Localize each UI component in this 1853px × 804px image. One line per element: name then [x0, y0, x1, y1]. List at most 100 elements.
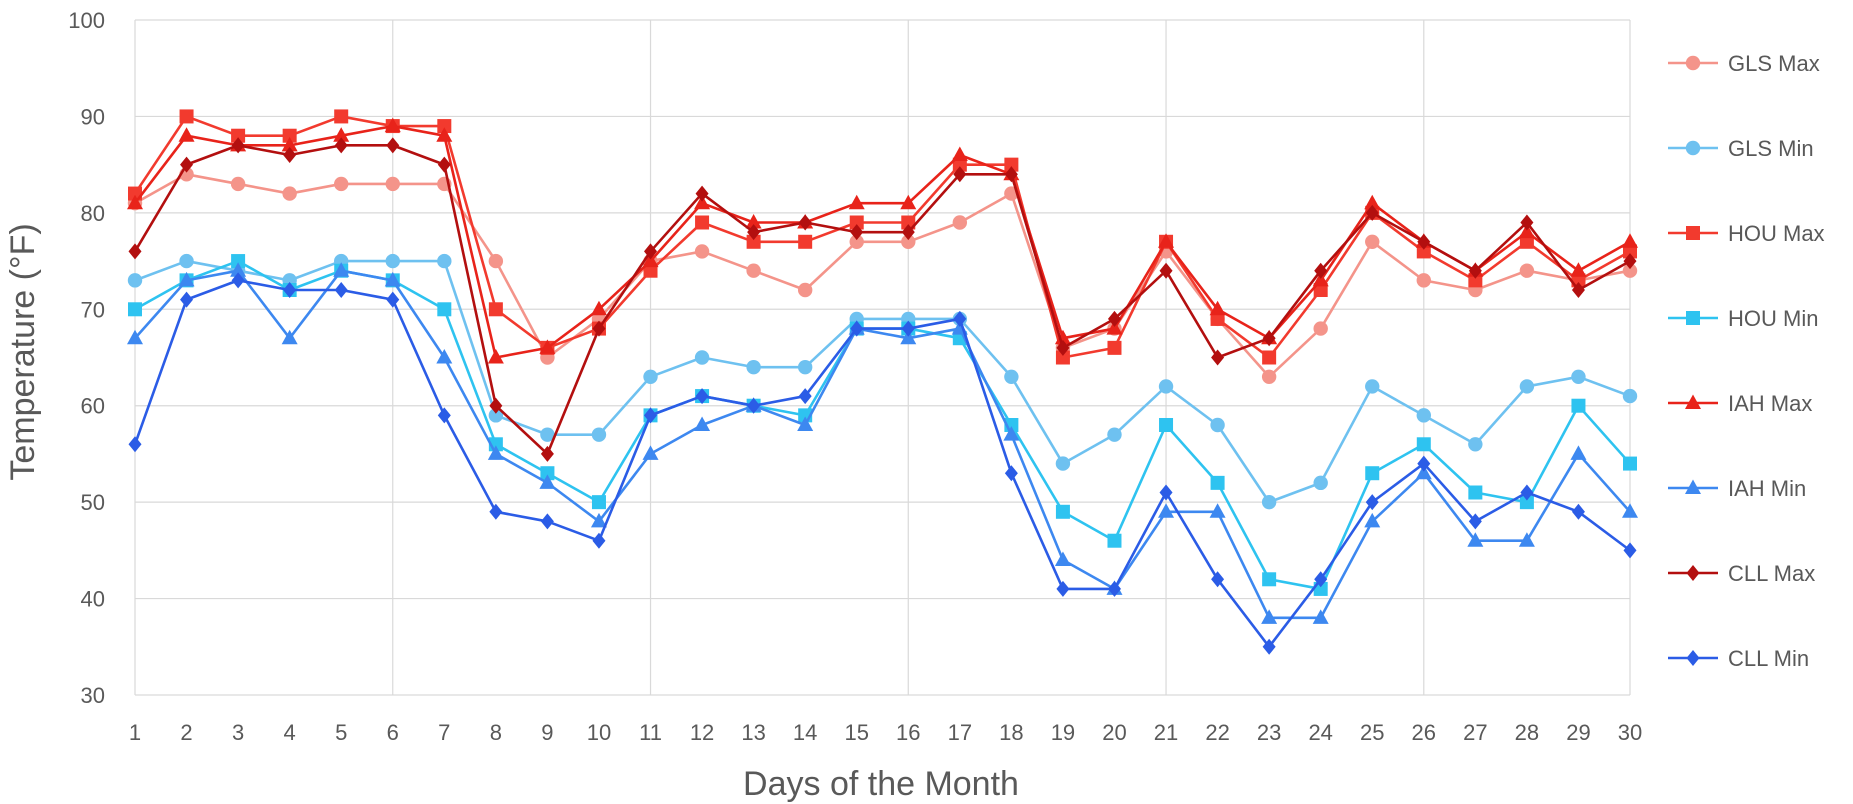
x-tick-label: 20 [1102, 720, 1126, 745]
data-point-marker [745, 214, 762, 229]
data-point-marker [1056, 580, 1070, 597]
data-point-marker [1365, 204, 1379, 221]
legend-label: CLL Max [1728, 561, 1815, 586]
data-point-marker [231, 272, 245, 289]
data-point-marker [1686, 565, 1700, 581]
data-point-marker [1623, 456, 1637, 471]
data-point-marker [848, 194, 865, 210]
data-point-marker [1262, 350, 1277, 365]
data-point-marker [436, 127, 453, 142]
legend-item: IAH Max [1668, 391, 1812, 416]
data-point-marker [1468, 513, 1482, 530]
data-point-marker [1004, 465, 1018, 482]
series-group [127, 109, 1638, 655]
series-hou-max [128, 109, 1637, 365]
x-tick-label: 26 [1412, 720, 1436, 745]
data-point-marker [642, 445, 659, 460]
data-point-marker [386, 137, 400, 154]
data-point-marker [746, 234, 761, 249]
x-tick-label: 8 [490, 720, 502, 745]
x-tick-label: 24 [1308, 720, 1332, 745]
data-point-marker [694, 194, 711, 210]
data-point-marker [1571, 282, 1585, 298]
series-iah-min [127, 262, 1638, 624]
data-point-marker [487, 349, 504, 364]
data-point-marker [1468, 437, 1483, 452]
data-point-marker [1056, 339, 1070, 356]
legend-item: HOU Min [1668, 306, 1818, 331]
data-point-marker [333, 262, 350, 277]
data-point-marker [437, 407, 451, 424]
data-point-marker [1520, 484, 1534, 501]
x-tick-label: 1 [129, 720, 141, 745]
data-point-marker [283, 282, 297, 298]
data-point-marker [1416, 244, 1431, 259]
data-point-marker [1107, 533, 1122, 548]
data-point-marker [489, 397, 503, 414]
data-point-marker [1416, 273, 1431, 288]
data-point-marker [384, 117, 401, 133]
data-point-marker [642, 252, 659, 268]
data-point-marker [127, 273, 143, 288]
series-line [133, 124, 1631, 359]
data-point-marker [333, 127, 350, 142]
data-point-marker [695, 215, 710, 230]
legend-item: IAH Min [1668, 476, 1806, 501]
data-point-marker [1468, 262, 1482, 279]
series-line [133, 144, 1631, 456]
y-axis-title: Temperature (°F) [4, 223, 42, 480]
data-point-marker [437, 253, 452, 269]
data-point-marker [385, 176, 400, 192]
y-tick-label: 60 [81, 394, 105, 419]
data-point-marker [1571, 398, 1586, 413]
data-point-marker [179, 253, 194, 269]
data-point-marker [128, 436, 142, 453]
legend-item: GLS Min [1668, 136, 1814, 161]
data-point-marker [1159, 484, 1173, 501]
data-point-marker [798, 214, 812, 231]
x-tick-label: 6 [387, 720, 399, 745]
data-point-marker [127, 329, 143, 345]
data-point-marker [901, 224, 915, 241]
data-point-marker [1686, 311, 1700, 325]
data-point-marker [1158, 379, 1174, 394]
data-point-marker [1417, 455, 1431, 472]
legend-label: CLL Min [1728, 646, 1809, 671]
x-tick-label: 27 [1463, 720, 1487, 745]
data-point-marker [952, 215, 968, 230]
x-tick-label: 28 [1515, 720, 1539, 745]
data-point-marker [1467, 532, 1484, 547]
data-point-marker [437, 302, 452, 317]
data-point-marker [1003, 426, 1020, 441]
data-point-marker [644, 407, 658, 424]
data-point-marker [798, 388, 812, 405]
data-point-marker [488, 408, 504, 423]
data-point-marker [1623, 244, 1637, 259]
data-point-marker [386, 291, 400, 308]
x-axis-title: Days of the Month [743, 765, 1019, 803]
data-point-marker [1686, 226, 1700, 240]
data-point-marker [1622, 263, 1638, 278]
data-point-marker [127, 194, 143, 210]
series-hou-min [128, 254, 1637, 596]
data-point-marker [1312, 271, 1329, 287]
data-point-marker [1004, 369, 1019, 384]
data-point-marker [1570, 445, 1587, 460]
legend-label: IAH Min [1728, 476, 1806, 501]
data-point-marker [539, 339, 556, 354]
data-point-marker [1159, 418, 1174, 432]
data-point-marker [1417, 233, 1431, 250]
data-point-marker [746, 263, 761, 278]
data-point-marker [901, 234, 916, 249]
data-point-marker [1210, 417, 1225, 433]
x-tick-label: 10 [587, 720, 611, 745]
x-tick-label: 2 [180, 720, 192, 745]
data-point-marker [334, 109, 349, 124]
data-point-marker [850, 320, 864, 337]
data-point-marker [1261, 369, 1277, 384]
data-point-marker [384, 271, 401, 287]
data-point-marker [591, 427, 607, 442]
data-point-marker [1570, 262, 1587, 277]
x-tick-label: 30 [1618, 720, 1642, 745]
